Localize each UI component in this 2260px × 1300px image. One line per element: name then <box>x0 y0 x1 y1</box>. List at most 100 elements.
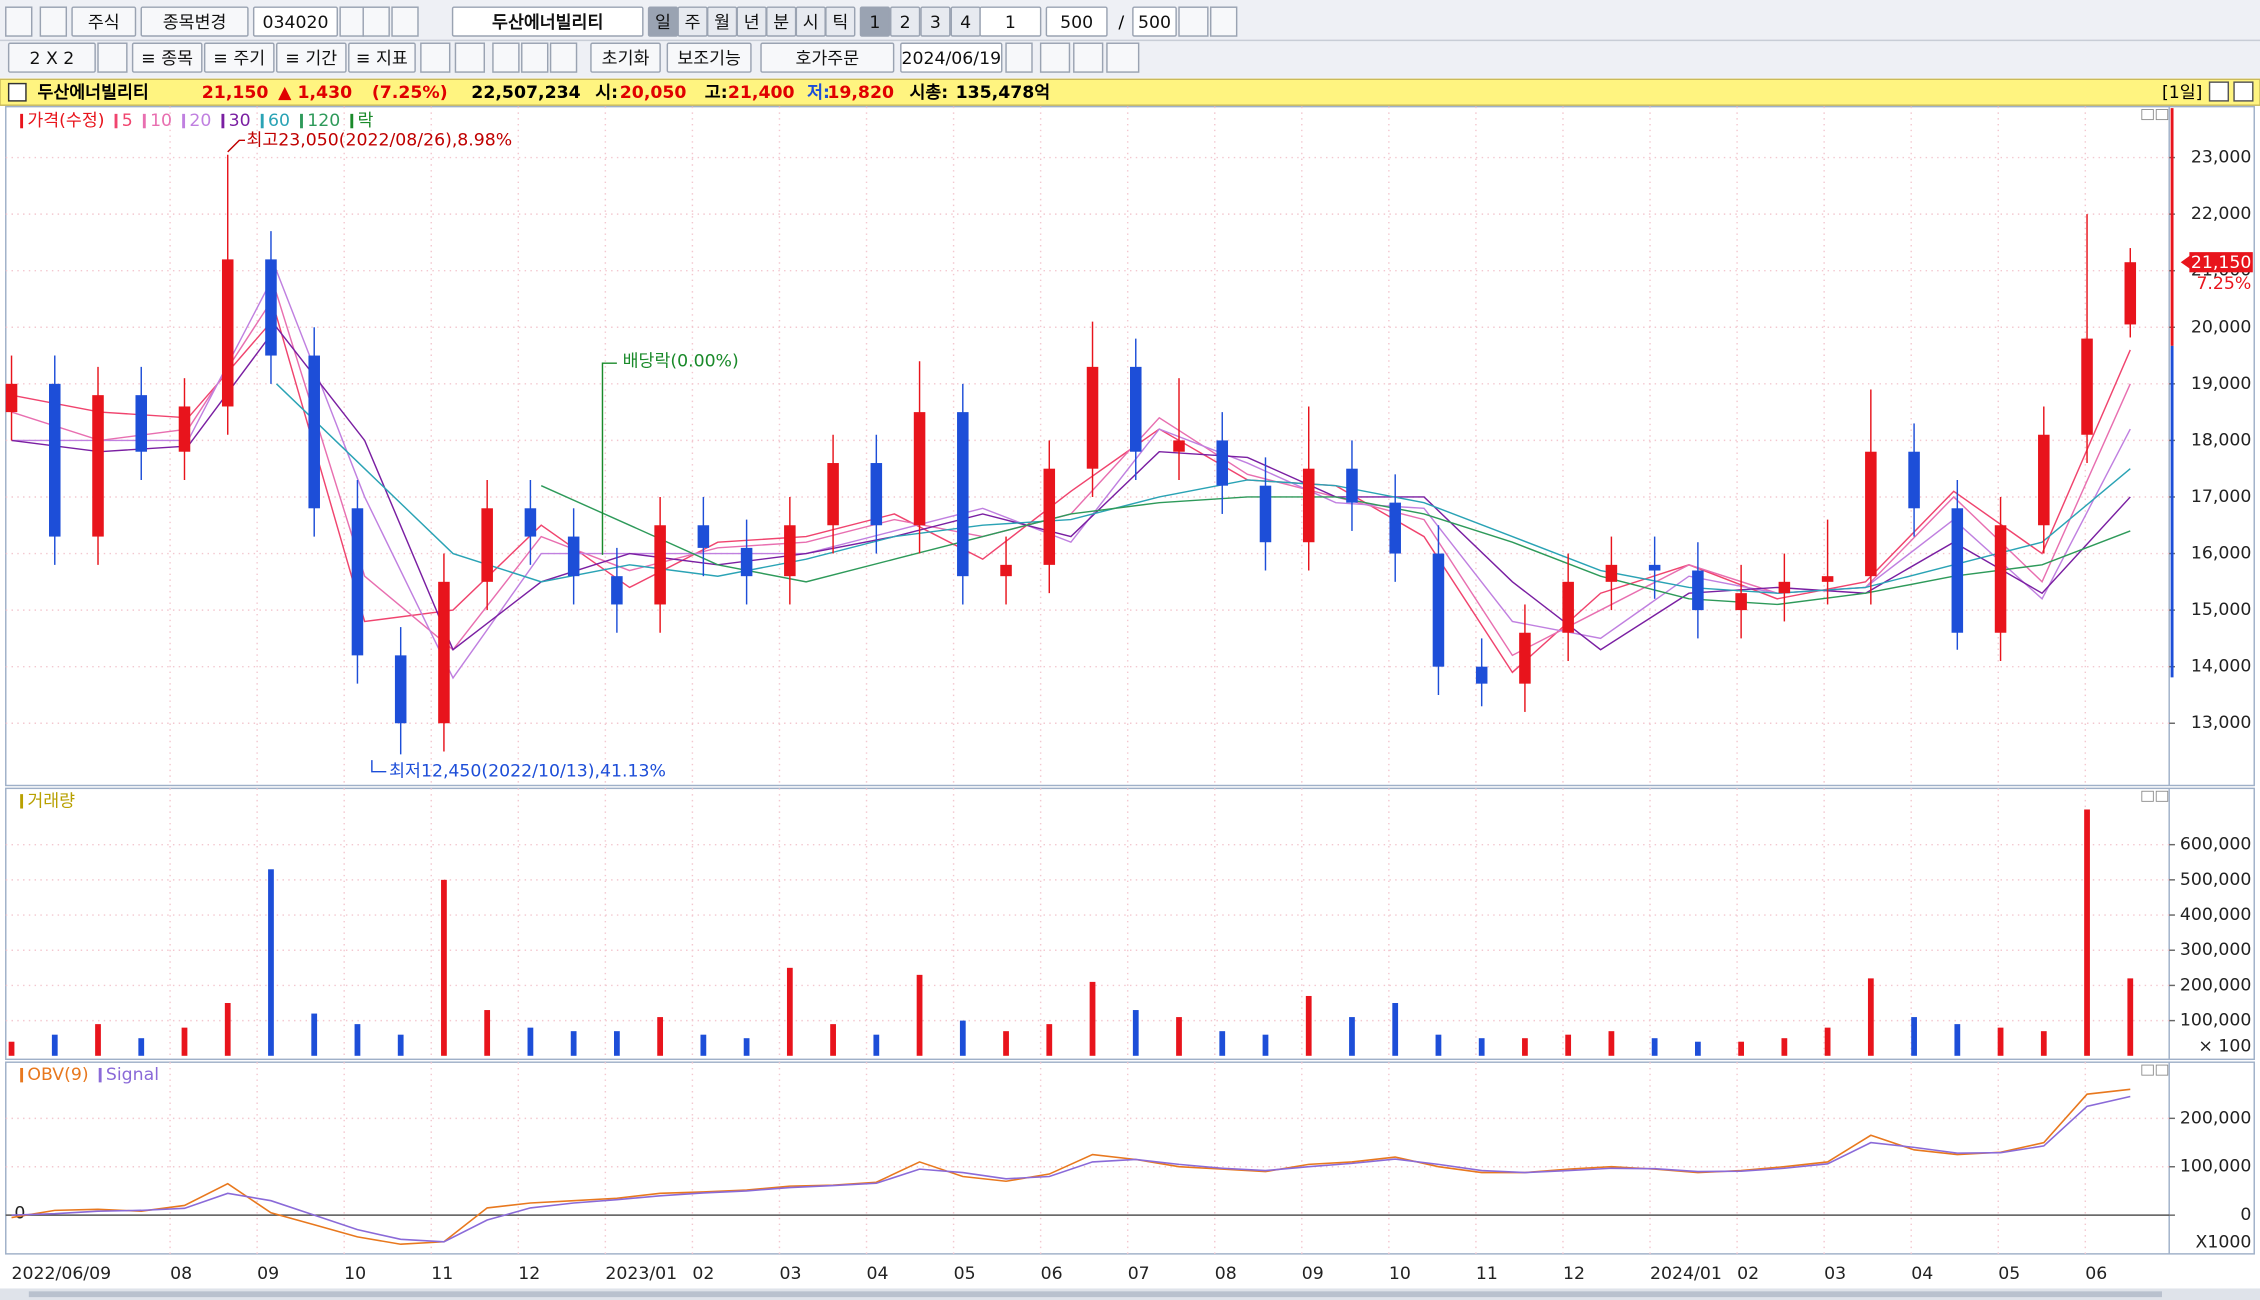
toolbar-button[interactable] <box>590 42 661 73</box>
volume-bar <box>2084 809 2090 1056</box>
window-button[interactable] <box>2208 81 2230 102</box>
legend-label[interactable]: 120 <box>307 111 340 131</box>
toolbar-button[interactable] <box>348 42 416 73</box>
toolbar-button[interactable] <box>131 42 203 73</box>
toolbar-button[interactable] <box>71 6 137 37</box>
icon-button[interactable] <box>492 42 520 73</box>
panel-button[interactable] <box>2141 1064 2154 1076</box>
y-tick-label: 200,000 <box>2180 1108 2251 1128</box>
series-line <box>11 1095 2131 1243</box>
legend-label[interactable]: 5 <box>122 111 133 131</box>
toolbar-button[interactable] <box>760 42 895 73</box>
icon-button[interactable] <box>1073 42 1104 73</box>
volume-bar <box>1911 1017 1917 1056</box>
y-tick-label: 17,000 <box>2191 487 2251 507</box>
volume-bar <box>1003 1031 1009 1056</box>
toolbar-label: 2 <box>900 13 911 33</box>
toolbar-button[interactable] <box>1132 6 1177 37</box>
y-tick-label: 23,000 <box>2191 148 2251 168</box>
toolbar-label: ≡ 지표 <box>356 49 408 69</box>
legend-label[interactable]: 10 <box>150 111 172 131</box>
legend-label[interactable]: 20 <box>189 111 211 131</box>
legend-label[interactable]: 락 <box>358 111 374 131</box>
legend-label[interactable]: 60 <box>268 111 290 131</box>
volume-bar <box>95 1024 101 1056</box>
legend-label[interactable]: Signal <box>106 1065 159 1085</box>
candle-body <box>1216 440 1229 486</box>
icon-button[interactable] <box>1039 42 1071 73</box>
panel-button[interactable] <box>2141 790 2154 802</box>
icon-button[interactable] <box>521 42 549 73</box>
y-tick-label: 18,000 <box>2191 430 2251 450</box>
toolbar-button[interactable] <box>252 6 338 37</box>
candle-body <box>178 406 191 452</box>
toolbar-label: 500 <box>1138 13 1171 33</box>
toolbar-label: 틱 <box>832 13 848 33</box>
panel-button[interactable] <box>2141 109 2154 121</box>
toolbar-button[interactable] <box>7 42 96 73</box>
icon-button[interactable] <box>97 42 128 73</box>
toolbar-label: 호가주문 <box>796 49 860 69</box>
toolbar-label: 2 X 2 <box>29 49 74 69</box>
toolbar-button[interactable] <box>666 42 752 73</box>
icon-button[interactable] <box>39 6 68 37</box>
x-tick-label: 03 <box>1824 1264 1846 1284</box>
icon-button[interactable] <box>339 6 364 37</box>
legend-swatch <box>350 113 354 129</box>
icon-button[interactable] <box>549 42 578 73</box>
last-price-pointer <box>2180 255 2191 270</box>
volume-bar <box>8 1041 15 1056</box>
annotation-dividend: 배당락(0.00%) <box>623 352 739 372</box>
panel-button[interactable] <box>2155 1064 2169 1076</box>
icon-button[interactable] <box>1178 6 1209 37</box>
toolbar-label: 주식 <box>88 13 120 33</box>
toolbar-button[interactable] <box>140 6 249 37</box>
legend-label[interactable]: OBV(9) <box>27 1065 88 1085</box>
x-tick-label: 10 <box>1389 1264 1411 1284</box>
icon-button[interactable] <box>1005 42 1033 73</box>
panel-button[interactable] <box>2155 109 2169 121</box>
panel-button[interactable] <box>2155 790 2169 802</box>
volume-bar <box>1695 1041 1701 1056</box>
legend-label[interactable]: 가격(수정) <box>27 111 104 131</box>
toolbar-button[interactable] <box>920 6 951 37</box>
toolbar-label: 034020 <box>262 13 328 33</box>
icon-button[interactable] <box>454 42 486 73</box>
candle-body <box>308 355 320 509</box>
toolbar-label: 분 <box>773 13 789 33</box>
legend-label[interactable]: 거래량 <box>27 791 75 811</box>
toolbar-button[interactable] <box>203 42 275 73</box>
candle-body <box>567 536 580 577</box>
toolbar-button[interactable] <box>825 6 856 37</box>
x-tick-label: 04 <box>1911 1264 1933 1284</box>
toolbar-button[interactable] <box>451 6 644 37</box>
volume-bar <box>311 1013 318 1056</box>
legend-label[interactable]: 30 <box>229 111 251 131</box>
candle-body <box>827 463 839 526</box>
toolbar-label: ≡ 주기 <box>213 49 265 69</box>
x-tick-label: 03 <box>779 1264 801 1284</box>
icon-button[interactable] <box>1209 6 1238 37</box>
y-tick-label: 13,000 <box>2191 713 2251 733</box>
icon-button[interactable] <box>362 6 390 37</box>
toolbar-button[interactable] <box>276 42 347 73</box>
scroll-thumb[interactable] <box>28 1291 2162 1298</box>
icon-button[interactable] <box>420 42 451 73</box>
annotation-low: 최저12,450(2022/10/13),41.13% <box>389 762 666 782</box>
icon-button[interactable] <box>391 6 419 37</box>
window-button[interactable] <box>2233 81 2254 102</box>
checkbox[interactable] <box>7 82 27 102</box>
icon-button[interactable] <box>1106 42 1140 73</box>
toolbar-button[interactable] <box>859 6 891 37</box>
toolbar-label: 4 <box>960 13 971 33</box>
toolbar-button[interactable] <box>890 6 921 37</box>
icon-button[interactable] <box>5 6 33 37</box>
volume-bar <box>51 1034 58 1056</box>
toolbar-button[interactable] <box>900 42 1003 73</box>
toolbar-button[interactable] <box>979 6 1042 37</box>
candle-body <box>1086 366 1099 469</box>
toolbar-label: 종목변경 <box>163 13 227 33</box>
toolbar-button[interactable] <box>1045 6 1108 37</box>
candle-body <box>1302 468 1315 543</box>
candle-body <box>740 547 753 577</box>
